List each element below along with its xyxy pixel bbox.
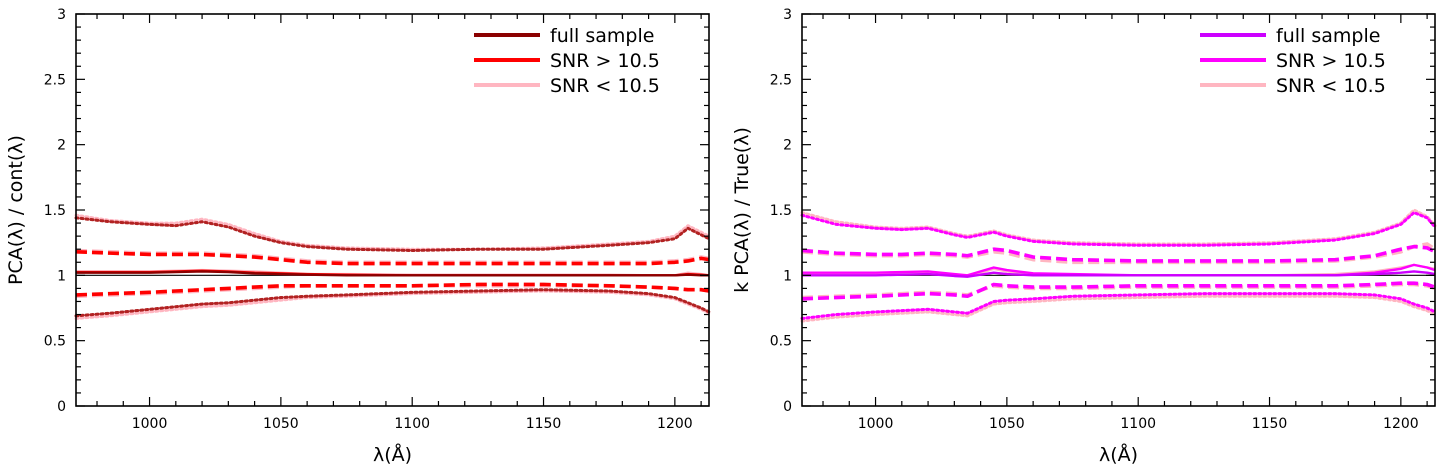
y-tick-label: 1 <box>57 268 66 284</box>
series-line-2 <box>802 270 1436 278</box>
x-tick-label: 1050 <box>263 416 299 432</box>
series-line-1 <box>802 263 1436 277</box>
y-tick-label: 2 <box>783 138 792 154</box>
legend-label-2: SNR < 10.5 <box>550 75 660 97</box>
series-line-6 <box>75 282 710 297</box>
series-line-10 <box>800 292 1437 320</box>
y-tick-label: 0.5 <box>770 334 792 350</box>
left-panel: 1000 1050 1100 1150 1200 0 0.5 1 1.5 2 2.5 3 λ(Å) PCA… <box>5 7 711 466</box>
x-tick-label: 1000 <box>132 416 168 432</box>
y-axis-label: PCA(λ) / cont(λ) <box>5 135 27 285</box>
y-tick-label: 3 <box>57 7 66 23</box>
x-axis-label: λ(Å) <box>373 443 412 466</box>
x-tick-label: 1100 <box>1120 416 1156 432</box>
plot-frame <box>75 13 710 407</box>
series-line-10 <box>74 288 711 318</box>
series-line-8 <box>74 216 711 253</box>
y-tick-label: 2 <box>57 138 66 154</box>
series-line-6 <box>801 281 1436 301</box>
x-tick-label: 1000 <box>858 416 894 432</box>
legend-label-0: full sample <box>1276 25 1380 47</box>
y-axis-label: k PCA(λ) / True(λ) <box>731 127 753 293</box>
series-line-3 <box>75 248 710 265</box>
y-tick-label: 0.5 <box>44 334 66 350</box>
y-tick-label: 1 <box>783 268 792 284</box>
legend-label-1: SNR > 10.5 <box>550 50 660 72</box>
series-line-9 <box>800 294 1437 323</box>
x-tick-label: 1100 <box>394 416 430 432</box>
x-tick-label: 1150 <box>1252 416 1288 432</box>
series-line-4 <box>75 250 710 266</box>
x-tick-label: 1200 <box>657 416 693 432</box>
series-line-8 <box>800 211 1437 247</box>
legend-label-1: SNR > 10.5 <box>1276 50 1386 72</box>
x-tick-label: 1050 <box>989 416 1025 432</box>
y-tick-label: 3 <box>783 7 792 23</box>
y-tick-label: 1.5 <box>770 203 792 219</box>
right-panel: 1000 1050 1100 1150 1200 0 0.5 1 1.5 2 2.5 3 λ(Å) k P… <box>731 7 1437 466</box>
y-tick-label: 2.5 <box>44 72 66 88</box>
legend-label-0: full sample <box>550 25 654 47</box>
y-tick-label: 0 <box>783 399 792 415</box>
legend-label-2: SNR < 10.5 <box>1276 75 1386 97</box>
y-tick-label: 2.5 <box>770 72 792 88</box>
plot-frame <box>801 13 1436 407</box>
series-line-3 <box>801 242 1436 265</box>
series-line-2 <box>76 270 709 277</box>
x-tick-label: 1150 <box>526 416 562 432</box>
series-line-9 <box>74 289 711 320</box>
x-tick-label: 1200 <box>1383 416 1419 432</box>
y-tick-label: 1.5 <box>44 203 66 219</box>
y-tick-label: 0 <box>57 399 66 415</box>
x-axis-label: λ(Å) <box>1099 443 1138 466</box>
series-line-4 <box>801 244 1436 263</box>
